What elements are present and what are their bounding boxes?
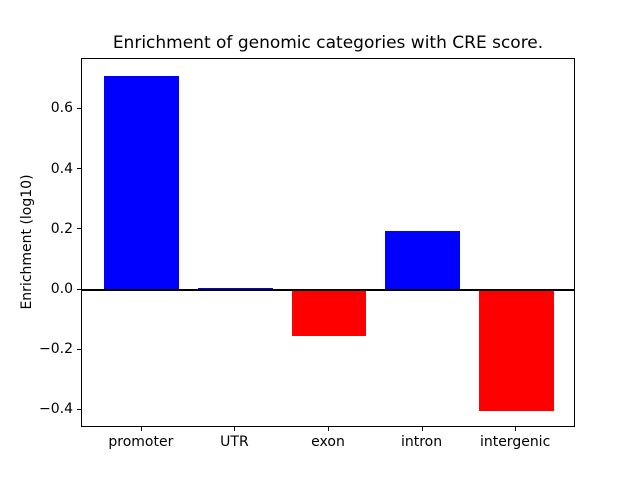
plot-area bbox=[81, 58, 575, 427]
y-tick-label-−0.2: −0.2 bbox=[39, 341, 73, 358]
y-tick-0.0 bbox=[77, 288, 81, 290]
x-tick-intergenic bbox=[515, 427, 517, 431]
x-tick-label-promoter: promoter bbox=[108, 434, 174, 450]
x-tick-label-intron: intron bbox=[400, 434, 443, 450]
bar-intron bbox=[385, 230, 460, 290]
x-tick-label-intergenic: intergenic bbox=[479, 434, 551, 450]
zero-baseline bbox=[82, 288, 574, 291]
y-tick-0.2 bbox=[77, 228, 81, 230]
bar-exon bbox=[291, 289, 367, 337]
y-tick-−0.2 bbox=[77, 348, 81, 350]
y-tick-0.6 bbox=[77, 107, 81, 109]
x-tick-intron bbox=[421, 427, 423, 431]
chart-title: Enrichment of genomic categories with CR… bbox=[112, 33, 544, 53]
y-tick-label-0.2: 0.2 bbox=[50, 220, 73, 237]
y-tick-0.4 bbox=[77, 168, 81, 170]
x-tick-promoter bbox=[140, 427, 142, 431]
x-tick-UTR bbox=[234, 427, 236, 431]
bar-intergenic bbox=[478, 289, 554, 412]
y-tick-label-−0.4: −0.4 bbox=[39, 401, 73, 418]
y-tick-label-0.0: 0.0 bbox=[50, 281, 73, 298]
x-tick-exon bbox=[328, 427, 329, 431]
y-tick-label-0.6: 0.6 bbox=[50, 100, 73, 117]
bar-promoter bbox=[104, 75, 180, 290]
y-tick-label-0.4: 0.4 bbox=[50, 160, 73, 177]
x-tick-label-UTR: UTR bbox=[220, 434, 249, 450]
x-tick-label-exon: exon bbox=[311, 434, 345, 450]
y-tick-−0.4 bbox=[77, 408, 81, 410]
